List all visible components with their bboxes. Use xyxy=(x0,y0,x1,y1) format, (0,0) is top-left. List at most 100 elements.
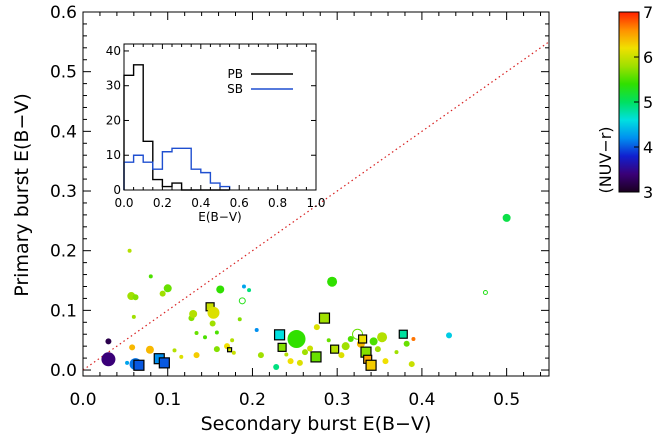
scatter-point xyxy=(163,284,172,293)
scatter-point xyxy=(327,276,338,287)
scatter-point-square xyxy=(398,329,408,339)
colorbar: 3 4 5 6 7 (NUV−r) xyxy=(596,3,653,202)
scatter-point xyxy=(125,360,130,365)
scatter-point xyxy=(257,352,264,359)
histogram-sb xyxy=(123,147,231,190)
scatter-point-square xyxy=(277,342,287,352)
legend-label-sb: SB xyxy=(227,82,243,96)
scatter-point xyxy=(179,354,184,359)
inset-axis-ticks xyxy=(123,44,317,191)
scatter-point-square xyxy=(330,344,340,354)
inset-tick-labels: 0.0 0.2 0.4 0.6 0.8 1.0 0 10 20 30 40 xyxy=(106,44,326,210)
scatter-point xyxy=(193,352,200,359)
scatter-point-square xyxy=(365,359,377,371)
scatter-point xyxy=(341,342,350,351)
scatter-point xyxy=(394,350,399,355)
scatter-point xyxy=(127,248,132,253)
scatter-point xyxy=(131,314,136,319)
scatter-point xyxy=(403,340,410,347)
scatter-point xyxy=(408,361,415,368)
y-tick-label: 0.1 xyxy=(50,301,77,321)
y-tick-label: 0.4 xyxy=(50,122,77,142)
scatter-point xyxy=(411,337,416,342)
scatter-point xyxy=(382,358,389,365)
main-scatter-plot: 0.0 0.1 0.2 0.3 0.4 0.50.00.10.20.30.40.50.6 … xyxy=(11,3,550,435)
x-tick-label: 0.0 xyxy=(69,390,96,410)
x-tick-label: 0.5 xyxy=(493,390,520,410)
scatter-point xyxy=(203,335,208,340)
scatter-point xyxy=(301,349,308,356)
x-tick-label: 0.1 xyxy=(154,390,181,410)
inset-x-tick-label: 0.8 xyxy=(268,196,287,210)
scatter-point xyxy=(313,324,320,331)
scatter-point xyxy=(377,332,388,343)
scatter-point xyxy=(287,330,306,349)
colorbar-ticks: 3 4 5 6 7 xyxy=(634,3,653,202)
scatter-point xyxy=(284,352,289,357)
scatter-point xyxy=(213,346,220,353)
scatter-point xyxy=(148,274,153,279)
scatter-point xyxy=(105,338,112,345)
scatter-point xyxy=(159,290,166,297)
scatter-point xyxy=(374,346,381,353)
scatter-point xyxy=(214,330,219,335)
scatter-point-open xyxy=(238,297,246,305)
scatter-point-square xyxy=(158,357,170,369)
scatter-point xyxy=(129,344,136,351)
inset-x-axis-label: E(B−V) xyxy=(198,210,241,224)
colorbar-tick-label: 3 xyxy=(643,183,653,202)
scatter-point xyxy=(194,331,199,336)
legend-label-pb: PB xyxy=(228,67,243,81)
main-axis-ticks xyxy=(82,11,549,376)
inset-x-tick-label: 0.0 xyxy=(114,196,133,210)
scatter-point-square xyxy=(310,351,322,363)
equality-reference-line xyxy=(83,41,549,371)
scatter-point xyxy=(172,348,177,353)
scatter-point xyxy=(347,336,354,343)
main-plot-frame xyxy=(82,11,550,377)
scatter-point-square xyxy=(318,312,331,324)
scatter-point xyxy=(254,328,259,333)
scatter-point xyxy=(247,288,252,293)
scatter-point xyxy=(338,352,345,359)
scatter-point xyxy=(132,294,139,301)
scatter-point xyxy=(237,317,242,322)
scatter-point xyxy=(369,337,378,346)
scatter-point-square xyxy=(273,329,286,341)
inset-x-tick-label: 0.4 xyxy=(191,196,210,210)
scatter-point xyxy=(216,285,225,294)
scatter-point xyxy=(230,338,235,343)
inset-x-tick-label: 0.2 xyxy=(153,196,172,210)
scatter-point-square xyxy=(226,347,233,353)
scatter-points xyxy=(101,213,511,371)
scatter-point xyxy=(502,213,511,222)
colorbar-tick-label: 7 xyxy=(643,3,653,22)
scatter-point xyxy=(307,345,314,352)
colorbar-tick-label: 5 xyxy=(643,93,653,112)
scatter-point-open xyxy=(352,328,364,340)
scatter-point-square xyxy=(133,359,145,371)
x-tick-label: 0.4 xyxy=(408,390,435,410)
y-tick-label: 0.3 xyxy=(50,182,77,202)
x-axis-label: Secondary burst E(B−V) xyxy=(201,413,432,435)
colorbar-tick-label: 6 xyxy=(643,48,653,67)
colorbar-label: (NUV−r) xyxy=(596,126,615,193)
inset-x-tick-label: 0.6 xyxy=(230,196,249,210)
inset-y-tick-label: 30 xyxy=(106,79,121,93)
inset-x-tick-label: 1.0 xyxy=(306,196,325,210)
scatter-point xyxy=(287,358,294,365)
x-tick-label: 0.3 xyxy=(324,390,351,410)
scatter-point xyxy=(207,306,220,319)
inset-y-tick-label: 0 xyxy=(113,183,121,197)
one-to-one-line xyxy=(83,41,549,371)
y-tick-label: 0.2 xyxy=(50,242,77,262)
scatter-point xyxy=(145,345,154,354)
scatter-point-square xyxy=(358,334,368,344)
scatter-point xyxy=(209,320,216,327)
y-axis-label: Primary burst E(B−V) xyxy=(11,93,33,297)
main-tick-labels: 0.0 0.1 0.2 0.3 0.4 0.5 0.0 0.1 0.2 0.3 0.4 0.5 0.6 xyxy=(50,3,520,410)
y-tick-label: 0.5 xyxy=(50,63,77,83)
